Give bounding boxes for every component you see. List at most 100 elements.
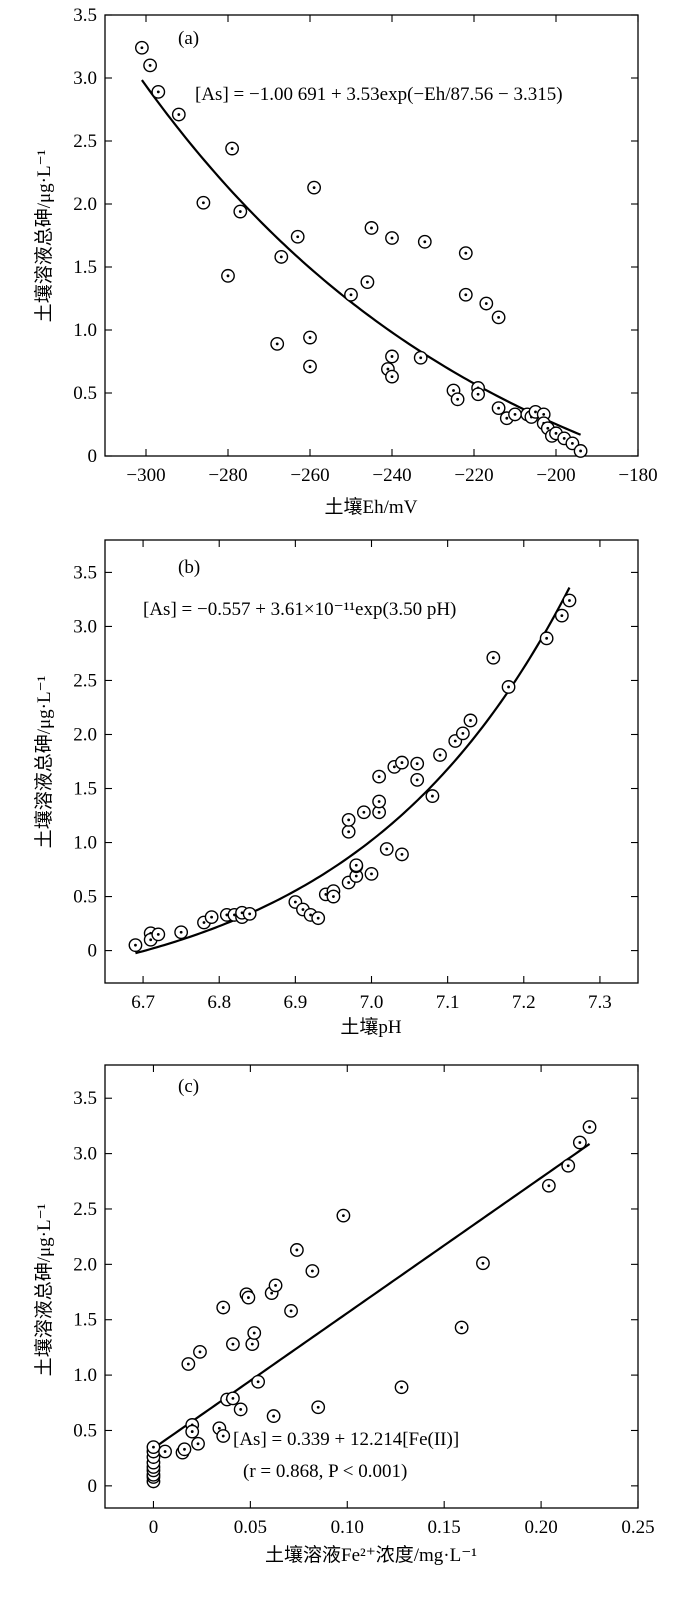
- x-tick-label: −220: [454, 465, 493, 486]
- data-point: [364, 221, 379, 235]
- data-point-center: [534, 410, 537, 414]
- data-point-center: [190, 1430, 194, 1433]
- data-point: [303, 359, 317, 374]
- y-axis-title: 土壤溶液总砷/μg·L⁻¹: [33, 149, 55, 322]
- data-point-center: [308, 336, 312, 339]
- data-point-center: [289, 1309, 293, 1313]
- x-tick-label: 6.9: [283, 992, 307, 1013]
- data-point-center: [332, 895, 335, 898]
- data-point: [216, 1300, 231, 1315]
- data-point: [303, 330, 317, 345]
- data-point-center: [545, 636, 549, 640]
- data-point-center: [272, 1414, 276, 1418]
- data-point: [225, 141, 240, 156]
- data-point-center: [226, 274, 230, 278]
- data-point-center: [324, 893, 328, 896]
- data-point-center: [295, 1248, 299, 1252]
- data-point-center: [547, 1184, 551, 1188]
- data-point: [193, 1344, 207, 1359]
- x-axis-ticks: 6.7 6.8 6.9 7.0 7.1 7.2 7.3: [131, 540, 612, 1013]
- data-point-center: [456, 397, 459, 401]
- data-point-center: [312, 186, 316, 190]
- data-point: [191, 1436, 205, 1451]
- data-point: [341, 812, 356, 827]
- data-point: [385, 231, 399, 245]
- data-point-center: [464, 293, 468, 297]
- data-point: [491, 310, 506, 325]
- x-tick-label: −300: [126, 465, 165, 486]
- data-point-center: [250, 1342, 254, 1346]
- x-tick-label: 0.25: [621, 1517, 654, 1538]
- data-point-center: [148, 64, 152, 67]
- data-point: [171, 107, 186, 122]
- data-point-center: [231, 1396, 235, 1400]
- data-point-center: [377, 800, 381, 803]
- x-axis-title: 土壤Eh/mV: [325, 496, 418, 518]
- data-point: [410, 772, 425, 787]
- data-point-center: [134, 943, 137, 947]
- data-point-center: [354, 863, 358, 867]
- data-point: [372, 805, 387, 820]
- data-point-center: [156, 90, 160, 94]
- data-point-center: [578, 1141, 582, 1144]
- data-point: [311, 1400, 326, 1415]
- data-point: [336, 1208, 351, 1223]
- data-point-center: [400, 1385, 403, 1389]
- data-point: [572, 1135, 587, 1150]
- data-point: [491, 401, 506, 416]
- data-point-center: [279, 255, 283, 259]
- data-point-center: [198, 1350, 202, 1354]
- x-tick-label: 0.05: [234, 1517, 267, 1538]
- data-point-center: [362, 810, 366, 814]
- data-point: [349, 858, 364, 873]
- data-point-center: [366, 280, 369, 284]
- data-point-center: [310, 1269, 314, 1273]
- data-point-center: [347, 881, 351, 884]
- data-point: [185, 1424, 200, 1439]
- data-point-center: [460, 1326, 464, 1329]
- data-point-center: [542, 413, 546, 416]
- data-point: [247, 1326, 262, 1340]
- x-tick-label: −200: [536, 465, 575, 486]
- x-tick-label: −180: [618, 465, 657, 486]
- x-tick-label: 7.0: [360, 992, 384, 1013]
- y-tick-label: 1.0: [73, 1365, 97, 1386]
- data-point: [458, 287, 473, 302]
- data-point: [410, 756, 425, 771]
- data-point-center: [571, 442, 574, 445]
- y-tick-label: 2.5: [73, 1199, 97, 1220]
- data-point-center: [202, 201, 205, 205]
- data-point-center: [225, 913, 229, 917]
- y-tick-label: 0: [88, 446, 98, 467]
- x-tick-label: −240: [372, 465, 411, 486]
- data-point-center: [513, 413, 517, 416]
- data-point-center: [270, 1291, 274, 1295]
- data-point: [413, 350, 428, 365]
- y-tick-label: 2.5: [73, 670, 97, 691]
- data-point-center: [210, 915, 214, 919]
- data-point: [394, 1380, 409, 1395]
- data-point: [364, 866, 379, 881]
- data-point: [433, 748, 447, 762]
- data-point-center: [163, 1450, 167, 1453]
- data-point-center: [186, 1362, 190, 1366]
- y-axis-ticks: 0 0.5 1.0 1.5 2.0 2.5 3.0 3.5: [73, 562, 638, 962]
- data-point-center: [347, 830, 351, 834]
- data-point-center: [275, 342, 279, 346]
- data-point-center: [386, 367, 390, 371]
- data-point-center: [505, 416, 509, 420]
- fit-curve: [152, 1143, 591, 1450]
- y-tick-label: 3.0: [73, 616, 97, 637]
- panel-c-fe: 0 0.05 0.10 0.15 0.20 0.25 0 0.5 1.0 1.5 2.0 2.5 3.…: [33, 1064, 655, 1566]
- panel-label: (b): [178, 557, 200, 578]
- data-point: [455, 726, 470, 741]
- x-axis-ticks: −300 −280 −260 −240 −220 −200 −180: [126, 15, 658, 486]
- data-point-center: [419, 356, 423, 360]
- data-point-center: [392, 765, 396, 769]
- data-point-center: [390, 355, 394, 358]
- data-point-center: [400, 853, 404, 856]
- data-point-center: [423, 240, 427, 244]
- data-point: [241, 1290, 256, 1305]
- y-tick-label: 1.5: [73, 779, 97, 800]
